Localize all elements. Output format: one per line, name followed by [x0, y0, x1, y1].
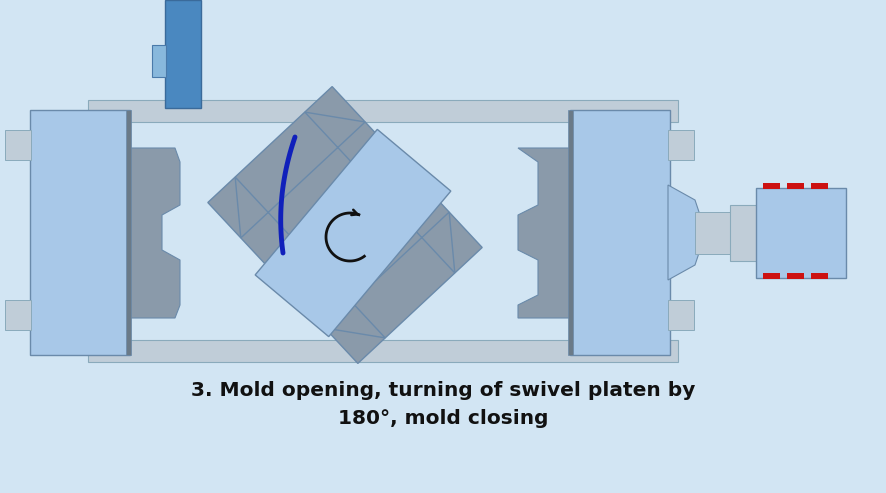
Bar	[763, 183, 780, 189]
Polygon shape	[518, 148, 572, 318]
Bar	[668, 130, 694, 160]
Bar	[668, 300, 694, 330]
Polygon shape	[235, 112, 455, 338]
Bar	[730, 205, 758, 261]
Bar	[30, 110, 130, 355]
Polygon shape	[255, 129, 451, 337]
Text: 3. Mold opening, turning of swivel platen by: 3. Mold opening, turning of swivel plate…	[190, 381, 696, 400]
Bar	[165, 0, 201, 108]
Bar	[811, 183, 828, 189]
Bar	[787, 273, 804, 279]
Text: 180°, mold closing: 180°, mold closing	[338, 409, 548, 428]
Bar	[5, 300, 31, 330]
Bar	[5, 130, 31, 160]
Bar	[787, 183, 804, 189]
Bar	[88, 340, 678, 362]
Bar	[568, 110, 573, 355]
Bar	[126, 110, 131, 355]
Bar	[152, 45, 166, 77]
Polygon shape	[668, 185, 700, 280]
Polygon shape	[128, 148, 180, 318]
Bar	[811, 273, 828, 279]
Polygon shape	[208, 87, 482, 363]
Bar	[695, 212, 740, 254]
Bar	[88, 100, 678, 122]
Bar	[756, 188, 846, 278]
Bar	[570, 110, 670, 355]
Bar	[763, 273, 780, 279]
